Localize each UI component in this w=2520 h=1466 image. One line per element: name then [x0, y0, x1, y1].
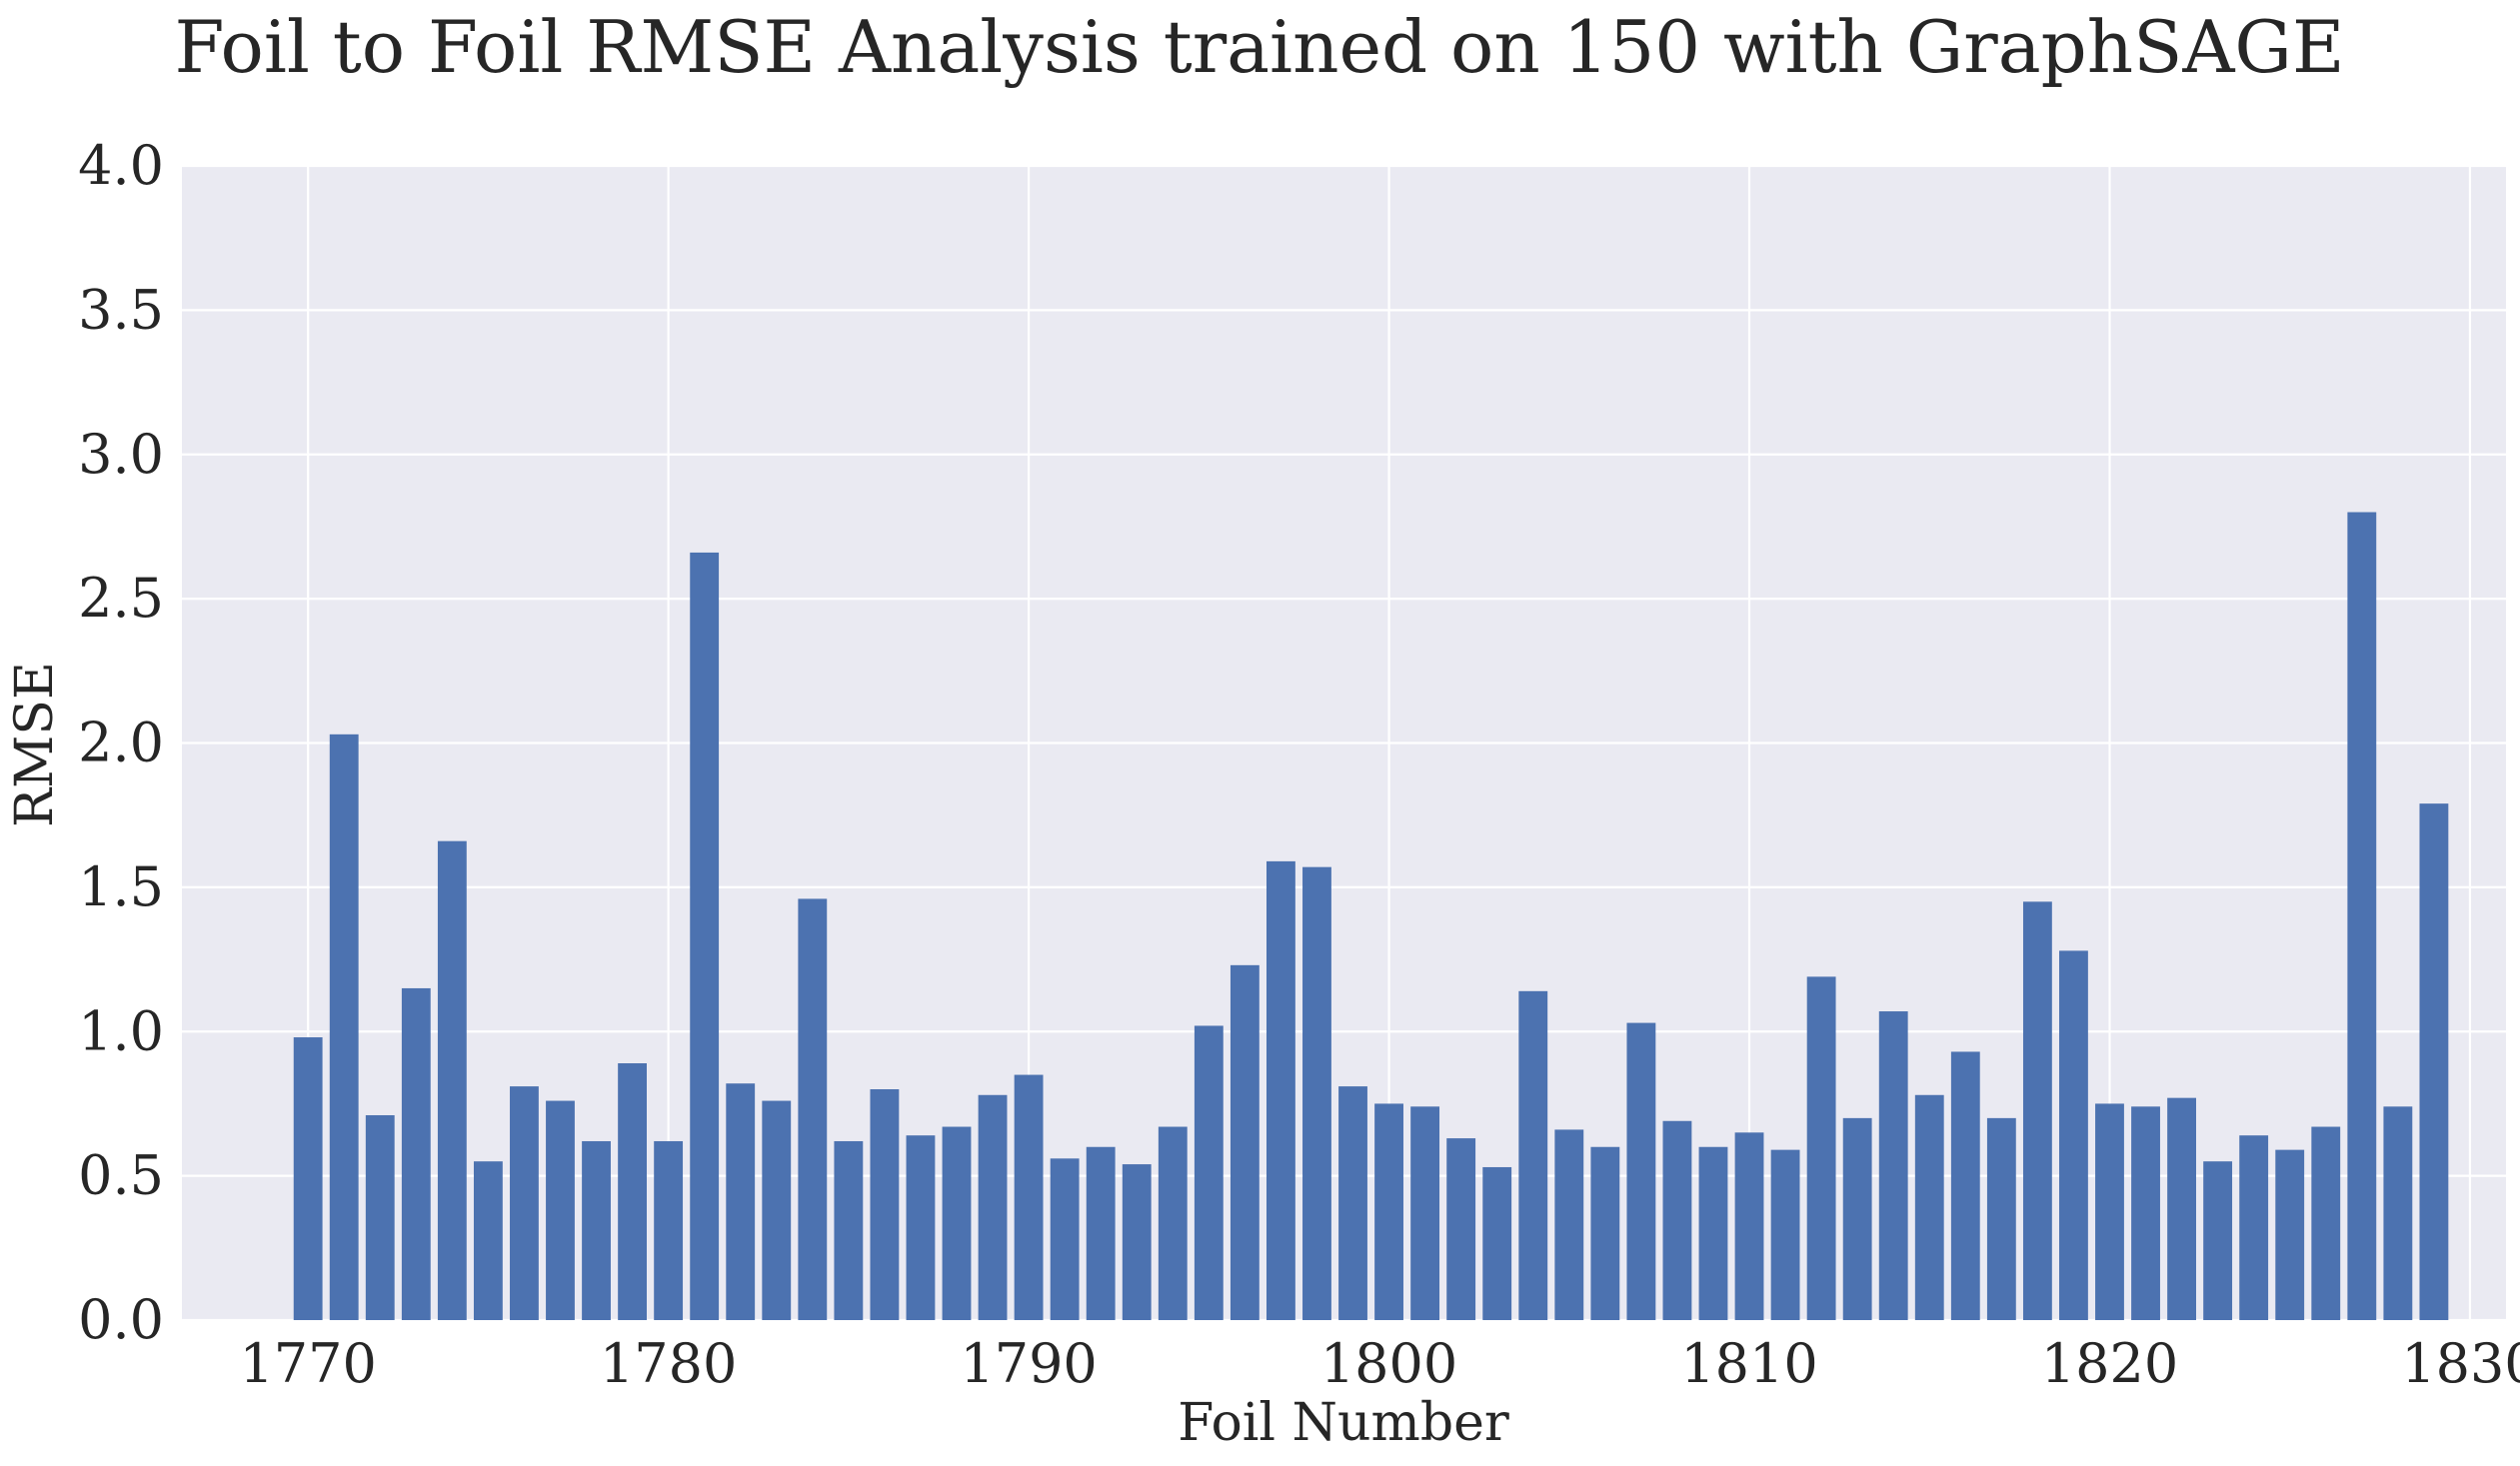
bar-1775	[473, 1161, 503, 1320]
bar-1807	[1626, 1022, 1656, 1320]
x-tick-label: 1800	[1320, 1332, 1457, 1395]
bar-1819	[2059, 950, 2088, 1320]
bar-1778	[582, 1140, 611, 1320]
bar-1829	[2419, 803, 2449, 1320]
bar-1815	[1914, 1094, 1944, 1320]
y-tick-label: 2.0	[78, 712, 164, 774]
bar-1787	[906, 1135, 936, 1320]
bar-1790	[1014, 1074, 1044, 1320]
bar-1782	[726, 1083, 756, 1320]
bar-1785	[834, 1140, 864, 1320]
y-tick-label: 4.0	[78, 134, 164, 197]
bar-1776	[510, 1086, 539, 1320]
bar-1810	[1734, 1132, 1764, 1320]
bar-1811	[1770, 1149, 1800, 1320]
bar-1821	[2131, 1106, 2160, 1320]
bar-1825	[2275, 1149, 2305, 1320]
x-tick-label: 1780	[600, 1332, 737, 1395]
bar-1805	[1554, 1129, 1584, 1320]
x-axis-label: Foil Number	[1178, 1393, 1509, 1453]
bar-1789	[978, 1094, 1008, 1320]
y-tick-label: 3.0	[78, 423, 164, 486]
bar-1813	[1842, 1117, 1872, 1320]
y-tick-label: 1.5	[78, 855, 164, 918]
bar-1781	[690, 552, 720, 1320]
y-tick-label: 0.0	[78, 1288, 164, 1351]
bar-1824	[2239, 1135, 2269, 1320]
bar-1822	[2167, 1097, 2196, 1320]
bar-1770	[293, 1037, 323, 1320]
bar-1784	[798, 898, 828, 1320]
bar-1828	[2383, 1106, 2413, 1320]
bar-1786	[870, 1089, 900, 1320]
bar-1817	[1986, 1117, 2016, 1320]
bar-1780	[654, 1140, 684, 1320]
x-tick-label: 1770	[239, 1332, 376, 1395]
bars	[293, 512, 2449, 1320]
bar-1772	[365, 1114, 395, 1320]
bar-1812	[1806, 976, 1836, 1320]
bar-1818	[2022, 901, 2052, 1320]
bar-1826	[2311, 1126, 2341, 1320]
bar-1809	[1698, 1146, 1728, 1320]
x-tick-label: 1820	[2041, 1332, 2178, 1395]
y-tick-label: 3.5	[78, 278, 164, 341]
x-tick-label: 1830	[2401, 1332, 2520, 1395]
bar-1777	[546, 1100, 575, 1320]
y-tick-label: 0.5	[78, 1144, 164, 1207]
bar-1792	[1086, 1146, 1116, 1320]
bar-1814	[1878, 1011, 1908, 1320]
bar-1791	[1050, 1158, 1080, 1320]
bar-1802	[1446, 1138, 1476, 1320]
bar-1796	[1230, 964, 1260, 1320]
bar-1806	[1590, 1146, 1620, 1320]
x-tick-label: 1790	[960, 1332, 1097, 1395]
bar-1793	[1122, 1164, 1152, 1320]
bar-1823	[2203, 1161, 2233, 1320]
bar-1771	[329, 733, 359, 1320]
bar-1808	[1662, 1120, 1692, 1320]
bar-1827	[2347, 512, 2377, 1320]
bar-1783	[762, 1100, 792, 1320]
bar-1774	[437, 840, 467, 1320]
y-axis-label: RMSE	[5, 662, 65, 827]
x-tick-label: 1810	[1680, 1332, 1817, 1395]
x-axis-ticks: 1770 1780 1790 1800 1810 1820 1830	[239, 1332, 2520, 1395]
bar-1788	[942, 1126, 972, 1320]
bar-1803	[1482, 1166, 1512, 1320]
chart-title: Foil to Foil RMSE Analysis trained on 15…	[174, 5, 2344, 89]
y-axis-ticks: 0.0 0.5 1.0 1.5 2.0 2.5 3.0 3.5 4.0	[78, 134, 164, 1351]
bar-1816	[1950, 1051, 1980, 1320]
bar-1779	[618, 1063, 647, 1320]
bar-1794	[1158, 1126, 1188, 1320]
bar-1773	[401, 987, 431, 1320]
bar-1797	[1266, 860, 1295, 1320]
bar-1801	[1410, 1106, 1440, 1320]
bar-1800	[1374, 1103, 1403, 1320]
bar-1820	[2095, 1103, 2124, 1320]
bar-1799	[1338, 1086, 1367, 1320]
y-tick-label: 2.5	[78, 567, 164, 630]
y-tick-label: 1.0	[78, 999, 164, 1062]
bar-1798	[1302, 866, 1331, 1320]
bar-1795	[1194, 1025, 1224, 1320]
bar-1804	[1518, 990, 1548, 1320]
